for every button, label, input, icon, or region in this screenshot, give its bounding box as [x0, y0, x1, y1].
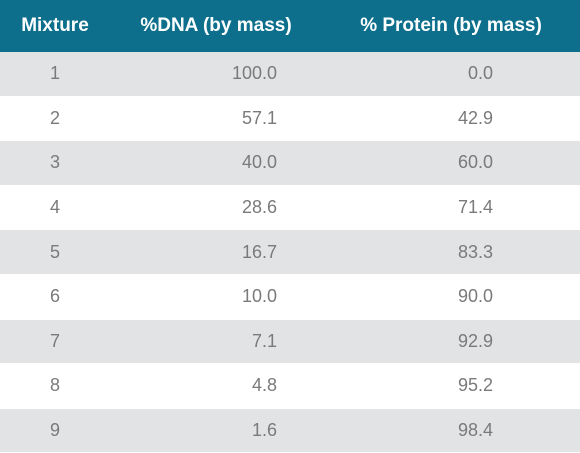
- cell-mixture: 8: [0, 363, 110, 409]
- table-row: 4 28.6 71.4: [0, 185, 580, 231]
- cell-mixture: 7: [0, 319, 110, 365]
- table-row: 1 100.0 0.0: [0, 52, 580, 97]
- cell-protein: 42.9: [322, 96, 580, 142]
- table-body: 1 100.0 0.0 2 57.1 42.9 3 40.0 60.0 4 28…: [0, 52, 580, 453]
- cell-protein: 0.0: [322, 52, 580, 97]
- cell-mixture: 2: [0, 96, 110, 142]
- cell-protein: 98.4: [322, 408, 580, 453]
- cell-dna: 7.1: [110, 319, 322, 365]
- cell-protein: 71.4: [322, 185, 580, 231]
- cell-protein: 92.9: [322, 319, 580, 365]
- table-row: 8 4.8 95.2: [0, 363, 580, 409]
- table-row: 9 1.6 98.4: [0, 408, 580, 453]
- cell-protein: 95.2: [322, 363, 580, 409]
- table-row: 6 10.0 90.0: [0, 274, 580, 320]
- cell-dna: 57.1: [110, 96, 322, 142]
- cell-mixture: 4: [0, 185, 110, 231]
- cell-dna: 40.0: [110, 140, 322, 186]
- cell-dna: 16.7: [110, 229, 322, 275]
- cell-dna: 1.6: [110, 408, 322, 453]
- cell-dna: 4.8: [110, 363, 322, 409]
- cell-protein: 60.0: [322, 140, 580, 186]
- cell-protein: 90.0: [322, 274, 580, 320]
- table-header: Mixture %DNA (by mass) % Protein (by mas…: [0, 0, 580, 52]
- cell-mixture: 3: [0, 140, 110, 186]
- cell-mixture: 1: [0, 52, 110, 97]
- cell-dna: 100.0: [110, 52, 322, 97]
- table-row: 7 7.1 92.9: [0, 319, 580, 365]
- cell-mixture: 6: [0, 274, 110, 320]
- table-row: 2 57.1 42.9: [0, 96, 580, 142]
- header-dna-percent: %DNA (by mass): [110, 0, 322, 52]
- cell-mixture: 9: [0, 408, 110, 453]
- table-row: 3 40.0 60.0: [0, 140, 580, 186]
- cell-dna: 10.0: [110, 274, 322, 320]
- cell-mixture: 5: [0, 229, 110, 275]
- cell-protein: 83.3: [322, 229, 580, 275]
- cell-dna: 28.6: [110, 185, 322, 231]
- header-mixture: Mixture: [0, 0, 110, 52]
- header-row: Mixture %DNA (by mass) % Protein (by mas…: [0, 0, 580, 52]
- header-protein-percent: % Protein (by mass): [322, 0, 580, 52]
- table-row: 5 16.7 83.3: [0, 229, 580, 275]
